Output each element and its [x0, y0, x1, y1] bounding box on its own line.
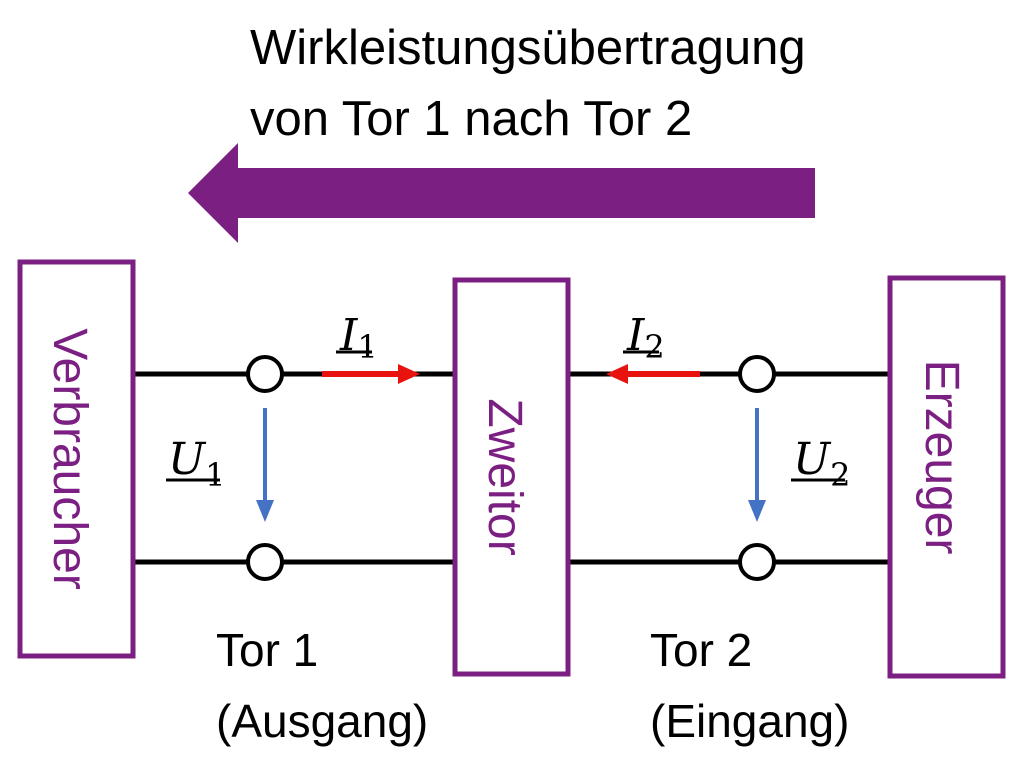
heading-line-1: Wirkleistungsübertragung [250, 21, 806, 75]
u2-subscript: 2 [830, 456, 850, 494]
label-i1: I1 [336, 310, 378, 366]
i2-subscript: 2 [644, 328, 664, 366]
u1-symbol: U [168, 434, 207, 485]
i1-symbol: I [339, 310, 359, 361]
voltage-arrow-u1 [256, 408, 274, 522]
i2-symbol: I [626, 310, 646, 361]
u2-symbol: U [793, 434, 832, 485]
current-arrow-i1 [322, 364, 420, 384]
label-i2: I2 [623, 310, 665, 366]
terminal-port1-bottom [246, 543, 284, 581]
heading-line-2: von Tor 1 nach Tor 2 [250, 92, 692, 146]
label-u2: U2 [791, 434, 850, 494]
consumer-label: Verbraucher [43, 328, 96, 590]
two-port-label: Zweitor [478, 398, 531, 555]
port2-role: (Eingang) [650, 695, 849, 747]
svg-text:I1: I1 [339, 310, 378, 366]
label-u1: U1 [166, 434, 225, 494]
consumer-block [17, 259, 136, 659]
voltage-arrow-u2 [748, 408, 766, 522]
svg-text:U1: U1 [168, 434, 225, 494]
i1-subscript: 1 [357, 328, 377, 366]
current-arrow-i2 [606, 364, 700, 384]
u1-subscript: 1 [205, 456, 225, 494]
two-port-block [452, 277, 571, 677]
port1-role: (Ausgang) [216, 695, 428, 747]
terminals [246, 355, 776, 581]
terminal-port2-top [738, 355, 776, 393]
power-flow-arrow [188, 143, 815, 243]
svg-text:U2: U2 [793, 434, 850, 494]
generator-label: Erzeuger [915, 360, 968, 555]
svg-text:I2: I2 [626, 310, 665, 366]
port2-name: Tor 2 [650, 624, 752, 676]
terminal-port2-bottom [738, 543, 776, 581]
port1-name: Tor 1 [216, 624, 318, 676]
generator-block [887, 275, 1006, 679]
terminal-port1-top [246, 355, 284, 393]
